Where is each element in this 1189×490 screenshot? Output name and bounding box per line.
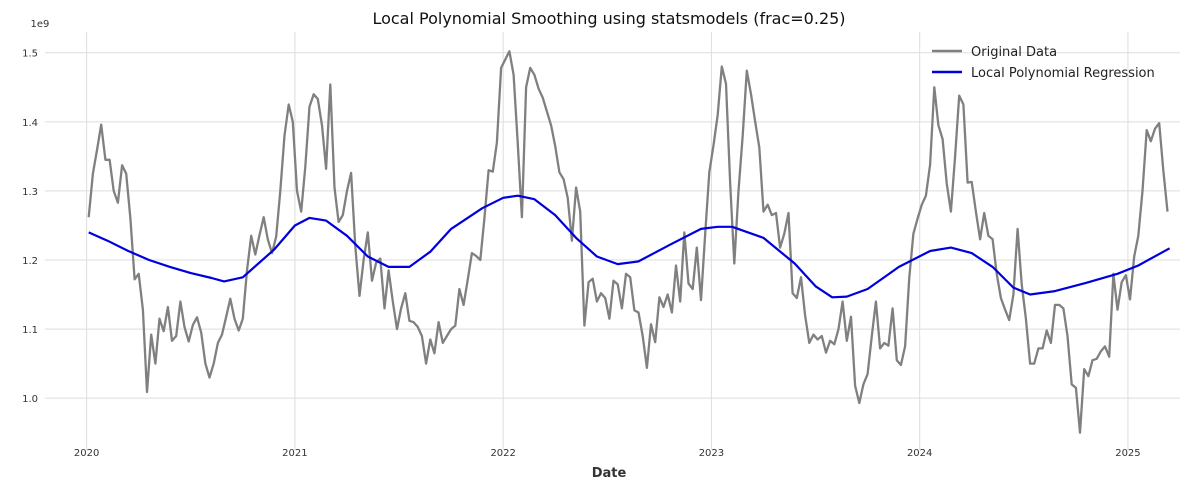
y-tick-label: 1.2: [22, 256, 38, 267]
series-lines: [87, 50, 1171, 434]
legend-label-regression: Local Polynomial Regression: [971, 66, 1155, 81]
x-tick-label: 2022: [490, 448, 515, 459]
x-tick-label: 2021: [282, 448, 307, 459]
chart-title: Local Polynomial Smoothing using statsmo…: [372, 9, 845, 28]
series-line-original: [87, 50, 1169, 434]
x-axis-tick-labels: 2020 2021 2022 2023 2024 2025: [74, 448, 1141, 459]
x-tick-label: 2025: [1115, 448, 1140, 459]
y-tick-label: 1.4: [22, 118, 38, 129]
y-axis-tick-labels: 1.0 1.1 1.2 1.3 1.4 1.5: [22, 49, 38, 405]
legend: Original Data Local Polynomial Regressio…: [932, 45, 1155, 81]
x-tick-label: 2023: [699, 448, 724, 459]
series-line-regression: [88, 194, 1171, 299]
y-tick-label: 1.0: [22, 394, 38, 405]
legend-label-original: Original Data: [971, 45, 1057, 60]
y-offset-label: 1e9: [31, 19, 50, 30]
x-tick-label: 2020: [74, 448, 99, 459]
y-tick-label: 1.1: [22, 325, 38, 336]
x-tick-label: 2024: [907, 448, 932, 459]
y-tick-label: 1.3: [22, 187, 38, 198]
y-tick-label: 1.5: [22, 49, 38, 60]
x-axis-label: Date: [592, 466, 627, 481]
grid: [45, 32, 1180, 450]
